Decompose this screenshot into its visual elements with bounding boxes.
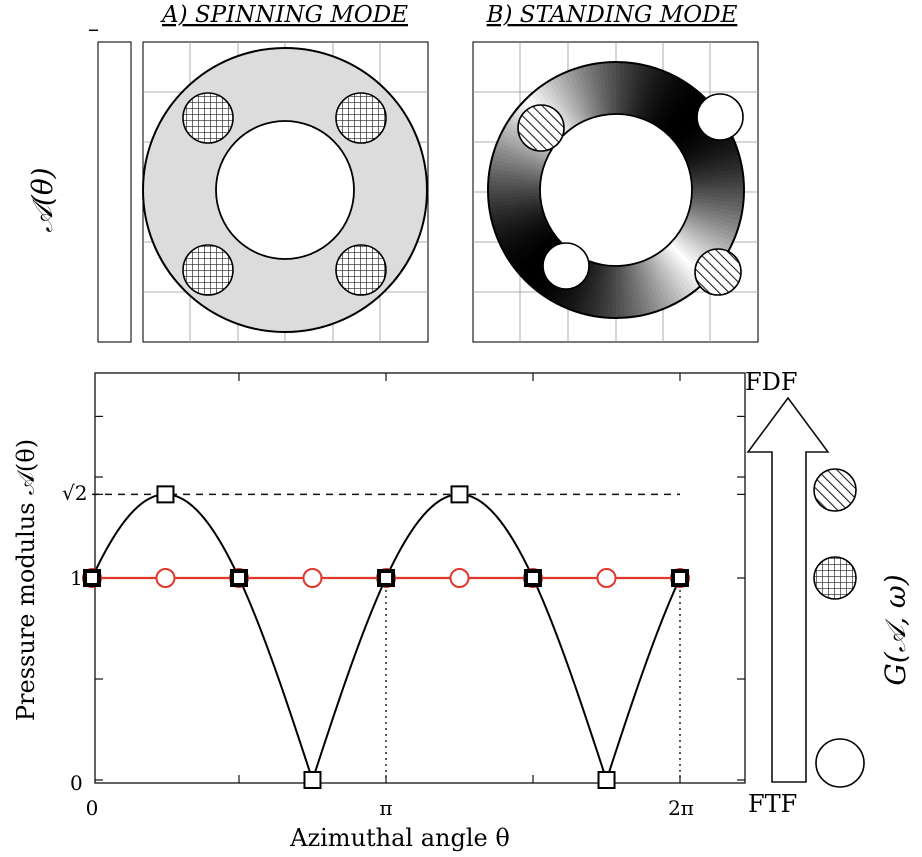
amplitude-axis-label: 𝒜(θ) — [26, 167, 59, 232]
pressure-chart: 0 1 √2 0 π 2π Azimuthal angle θ Pressure… — [12, 372, 746, 852]
y-axis-label: Pressure modulus 𝒜(θ) — [12, 439, 40, 721]
standing-mode-point-frame — [450, 485, 469, 504]
burner-empty — [696, 93, 744, 141]
standing-mode-point — [85, 571, 99, 585]
up-arrow-icon — [746, 396, 830, 783]
inner-hole — [539, 113, 693, 267]
burner-hatched — [517, 104, 565, 152]
standing-mode-title: B) STANDING MODE — [486, 2, 738, 28]
standing-mode-point-frame — [230, 569, 249, 587]
burner-crosshatch — [335, 92, 387, 144]
standing-mode-point-frame — [377, 569, 396, 587]
fdf-ftf-scale: FDF FTF G(𝒜, ω) — [745, 368, 912, 818]
standing-mode-point — [525, 571, 540, 585]
spinning-mode-panel — [142, 41, 429, 343]
standing-mode-point-frame — [597, 771, 616, 789]
gain-label: G(𝒜, ω) — [879, 574, 912, 685]
spinning-mode-point — [596, 568, 617, 588]
annulus-outline — [487, 61, 745, 319]
y-tick-label-sqrt2: √2 — [62, 481, 87, 505]
standing-mode-panel — [472, 41, 759, 343]
standing-mode-point-frame — [303, 771, 322, 789]
fdf-label: FDF — [745, 368, 798, 396]
spinning-mode-point — [302, 568, 323, 588]
colorbar — [97, 41, 132, 343]
legend-burner-hatched — [813, 468, 857, 512]
burner-crosshatch — [182, 244, 234, 296]
standing-mode-curve — [91, 493, 681, 784]
burner-empty — [542, 242, 590, 290]
legend-burner-empty — [815, 738, 865, 788]
standing-mode-point-frame — [523, 569, 542, 587]
x-tick-label-2pi: 2π — [668, 796, 694, 820]
standing-mode-point — [379, 571, 394, 585]
y-tick-label-1: 1 — [70, 566, 83, 590]
legend-burner-crosshatch — [813, 556, 857, 600]
standing-mode-point — [232, 571, 247, 585]
ftf-label: FTF — [748, 790, 797, 818]
burner-hatched — [694, 248, 742, 296]
x-tick-label-pi: π — [379, 796, 392, 820]
inner-hole — [215, 120, 355, 260]
colorbar-marker: – — [88, 17, 99, 42]
x-axis-label: Azimuthal angle θ — [289, 824, 510, 852]
standing-mode-point-frame — [83, 569, 101, 587]
spinning-mode-title: A) SPINNING MODE — [160, 2, 408, 28]
spinning-mode-point — [449, 568, 470, 588]
standing-mode-point-frame — [670, 569, 689, 587]
standing-mode-point-frame — [156, 485, 175, 504]
burner-crosshatch — [335, 244, 387, 296]
burner-crosshatch — [182, 92, 234, 144]
x-tick-label-0: 0 — [86, 796, 99, 820]
y-tick-label-0: 0 — [70, 771, 83, 795]
standing-mode-point — [672, 571, 687, 585]
spinning-mode-point — [155, 568, 176, 588]
